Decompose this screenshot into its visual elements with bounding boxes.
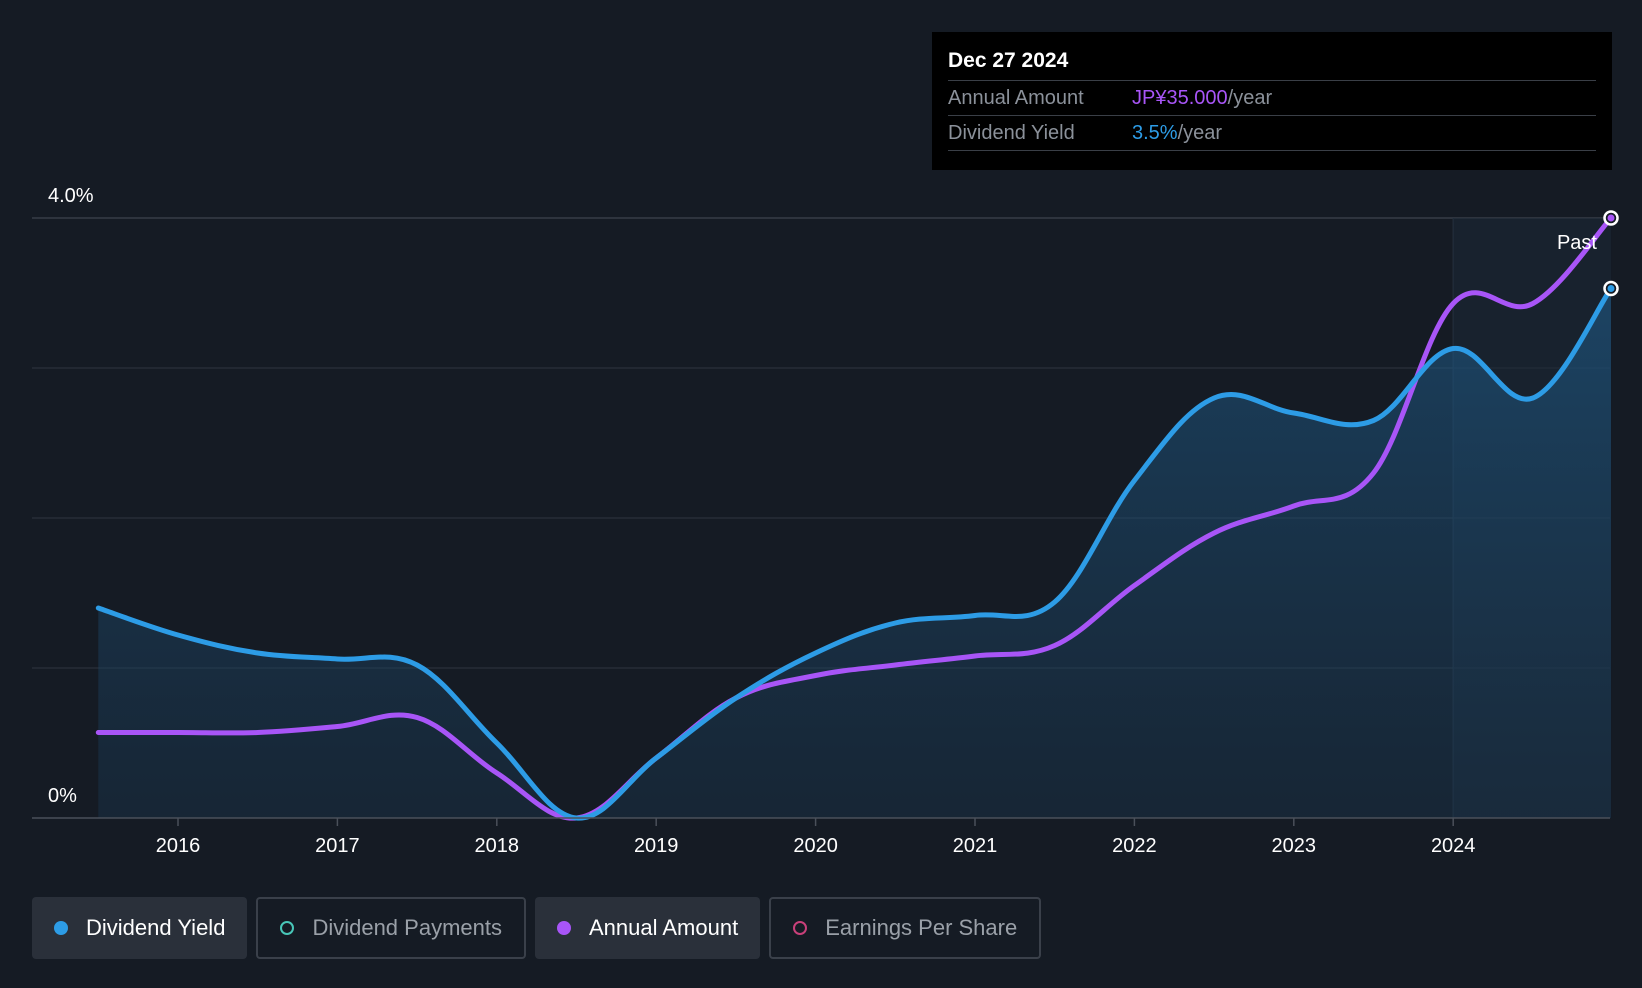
past-label: Past bbox=[1557, 232, 1597, 254]
legend-dividend-yield-button[interactable]: Dividend Yield bbox=[32, 897, 248, 959]
earnings-per-share-dot-icon bbox=[793, 921, 808, 935]
end-markers bbox=[1603, 210, 1619, 297]
legend-label: Dividend Payments bbox=[312, 915, 502, 940]
tooltip-suffix: /year bbox=[1177, 122, 1223, 144]
x-tick-label: 2016 bbox=[156, 835, 201, 857]
series-layer bbox=[95, 215, 1614, 821]
y-tick-label: 4.0% bbox=[48, 185, 94, 207]
legend-label: Dividend Yield bbox=[86, 915, 226, 940]
x-tick-label: 2020 bbox=[793, 835, 838, 857]
tooltip-row-dividend-yield: Dividend Yield 3.5% /year bbox=[948, 116, 1596, 151]
legend-label: Earnings Per Share bbox=[825, 915, 1018, 940]
x-tick-label: 2018 bbox=[475, 835, 520, 857]
tooltip-label: Dividend Yield bbox=[948, 122, 1075, 144]
legend-earnings-per-share-button[interactable]: Earnings Per Share bbox=[769, 897, 1042, 959]
tooltip-label: Annual Amount bbox=[948, 87, 1084, 109]
legend-annual-amount-button[interactable]: Annual Amount bbox=[534, 897, 761, 959]
dividend-payments-dot-icon bbox=[280, 921, 295, 935]
annual-amount-end-marker-core bbox=[1607, 214, 1615, 222]
annual-amount-line bbox=[95, 215, 1614, 821]
y-axis-ticks: 0% 4.0% bbox=[48, 185, 94, 807]
tooltip-value: 3.5% bbox=[1132, 122, 1178, 144]
x-tick-label: 2024 bbox=[1431, 835, 1476, 857]
dividend-yield-line bbox=[95, 286, 1614, 821]
x-tick-label: 2023 bbox=[1272, 835, 1317, 857]
tooltip-row-annual-amount: Annual Amount JP¥35.000 /year bbox=[948, 81, 1596, 116]
x-tick-label: 2021 bbox=[953, 835, 998, 857]
tooltip-value: JP¥35.000 bbox=[1132, 87, 1228, 109]
tooltip-date: Dec 27 2024 bbox=[948, 46, 1596, 81]
dividend-yield-end-marker-core bbox=[1607, 285, 1615, 292]
dividend-yield-dot-icon bbox=[54, 921, 68, 935]
x-tick-label: 2017 bbox=[315, 835, 360, 857]
legend: Dividend Yield Dividend Payments Annual … bbox=[32, 897, 1050, 959]
legend-label: Annual Amount bbox=[588, 915, 739, 940]
x-tick-label: 2022 bbox=[1112, 835, 1157, 857]
tooltip-suffix: /year bbox=[1227, 87, 1273, 109]
tooltip: Dec 27 2024 Annual Amount JP¥35.000 /yea… bbox=[932, 32, 1612, 170]
y-tick-label: 0% bbox=[48, 785, 77, 807]
legend-dividend-payments-button[interactable]: Dividend Payments bbox=[256, 897, 526, 959]
x-tick-label: 2019 bbox=[634, 835, 679, 857]
x-axis-ticks: 2016 2017 2018 2019 2020 2021 2022 2023 2024 bbox=[156, 818, 1476, 857]
annual-amount-dot-icon bbox=[556, 921, 571, 935]
dividend-yield-area bbox=[98, 288, 1612, 819]
